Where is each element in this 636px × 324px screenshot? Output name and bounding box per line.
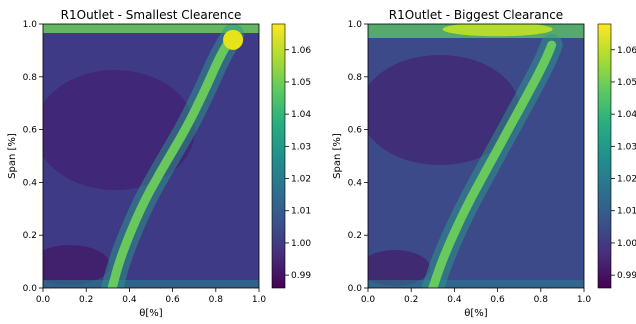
colorbar-tick-label: 1.06 [617, 46, 636, 56]
chart-left-colorbar-bar [271, 23, 286, 289]
y-tick-label: 0.8 [348, 73, 363, 83]
x-tick-label: 0.0 [361, 295, 376, 305]
chart-right-hot-spot [442, 24, 553, 37]
chart-right-bottom-band [368, 280, 584, 288]
chart-left-low-region-2 [43, 245, 110, 285]
x-tick-label: 1.0 [252, 295, 267, 305]
x-tick-label: 0.2 [79, 295, 93, 305]
chart-left-y-axis: 0.0 0.2 0.4 0.6 0.8 1.0 [23, 20, 43, 294]
y-tick-label: 0.4 [23, 178, 38, 188]
chart-left-heatmap [43, 24, 259, 288]
colorbar-tick-label: 1.03 [617, 142, 636, 152]
y-tick-label: 0.8 [23, 73, 38, 83]
colorbar-tick-label: 1.01 [617, 207, 636, 217]
chart-left-hot-spot [223, 29, 244, 50]
chart-left-xlabel: θ[%] [139, 308, 163, 319]
y-tick-label: 0.2 [23, 231, 37, 241]
x-tick-label: 1.0 [577, 295, 592, 305]
colorbar-tick-label: 1.05 [617, 78, 636, 88]
chart-right-low-region [368, 55, 520, 165]
colorbar-tick-label: 0.99 [291, 271, 311, 281]
chart-right-xlabel: θ[%] [464, 308, 488, 319]
chart-right-colorbar: 0.99 1.00 1.01 1.02 1.03 1.04 1.05 1.06 [597, 23, 636, 289]
colorbar-tick-label: 1.03 [291, 142, 311, 152]
y-tick-label: 0.4 [348, 178, 363, 188]
chart-left-colorbar-ticks: 0.99 1.00 1.01 1.02 1.03 1.04 1.05 1.06 [285, 46, 311, 281]
chart-right-y-axis: 0.0 0.2 0.4 0.6 0.8 1.0 [348, 20, 368, 294]
chart-left: R1Outlet - Smallest Clearence 0.0 0.2 0.4 0… [7, 8, 266, 319]
chart-left-top-band [43, 24, 259, 33]
chart-right-low-region-2 [368, 250, 430, 286]
chart-right-x-axis: 0.0 0.2 0.4 0.6 0.8 1.0 [361, 288, 592, 305]
colorbar-tick-label: 1.02 [617, 175, 636, 185]
chart-left-x-axis: 0.0 0.2 0.4 0.6 0.8 1.0 [36, 288, 267, 305]
x-tick-label: 0.0 [36, 295, 51, 305]
chart-right-heatmap [368, 24, 584, 288]
chart-left-bottom-band [43, 280, 259, 288]
colorbar-tick-label: 1.00 [291, 239, 311, 249]
chart-right-wake [428, 40, 557, 288]
y-tick-label: 0.6 [23, 126, 38, 136]
x-tick-label: 0.6 [490, 295, 505, 305]
colorbar-tick-label: 1.04 [617, 110, 636, 120]
chart-right-colorbar-bar [597, 23, 612, 289]
colorbar-tick-label: 1.02 [291, 175, 311, 185]
chart-right: R1Outlet - Biggest Clearance 0.0 0.2 0.4 0.… [332, 8, 591, 319]
x-tick-label: 0.8 [209, 295, 224, 305]
chart-right-colorbar-ticks: 0.99 1.00 1.01 1.02 1.03 1.04 1.05 1.06 [611, 46, 636, 281]
colorbar-tick-label: 1.01 [291, 207, 311, 217]
x-tick-label: 0.6 [165, 295, 180, 305]
y-tick-label: 1.0 [23, 20, 38, 30]
x-tick-label: 0.4 [122, 295, 137, 305]
chart-left-wake [107, 30, 238, 288]
colorbar-tick-label: 1.04 [291, 110, 311, 120]
chart-left-title: R1Outlet - Smallest Clearence [61, 8, 242, 22]
chart-right-axes-frame [367, 23, 585, 289]
colorbar-tick-label: 0.99 [617, 271, 636, 281]
y-tick-label: 0.6 [348, 126, 363, 136]
y-tick-label: 0.0 [23, 284, 38, 294]
y-tick-label: 0.0 [348, 284, 363, 294]
colorbar-tick-label: 1.05 [291, 78, 311, 88]
colorbar-tick-label: 1.06 [291, 46, 311, 56]
y-tick-label: 1.0 [348, 20, 363, 30]
chart-right-ylabel: Span [%] [332, 133, 343, 179]
y-tick-label: 0.2 [348, 231, 362, 241]
x-tick-label: 0.4 [447, 295, 462, 305]
colorbar-tick-label: 1.00 [617, 239, 636, 249]
chart-left-ylabel: Span [%] [7, 133, 18, 179]
x-tick-label: 0.8 [534, 295, 549, 305]
chart-right-title: R1Outlet - Biggest Clearance [389, 8, 563, 22]
x-tick-label: 0.2 [404, 295, 418, 305]
chart-left-axes-frame [42, 23, 260, 289]
chart-left-colorbar: 0.99 1.00 1.01 1.02 1.03 1.04 1.05 1.06 [271, 23, 311, 289]
